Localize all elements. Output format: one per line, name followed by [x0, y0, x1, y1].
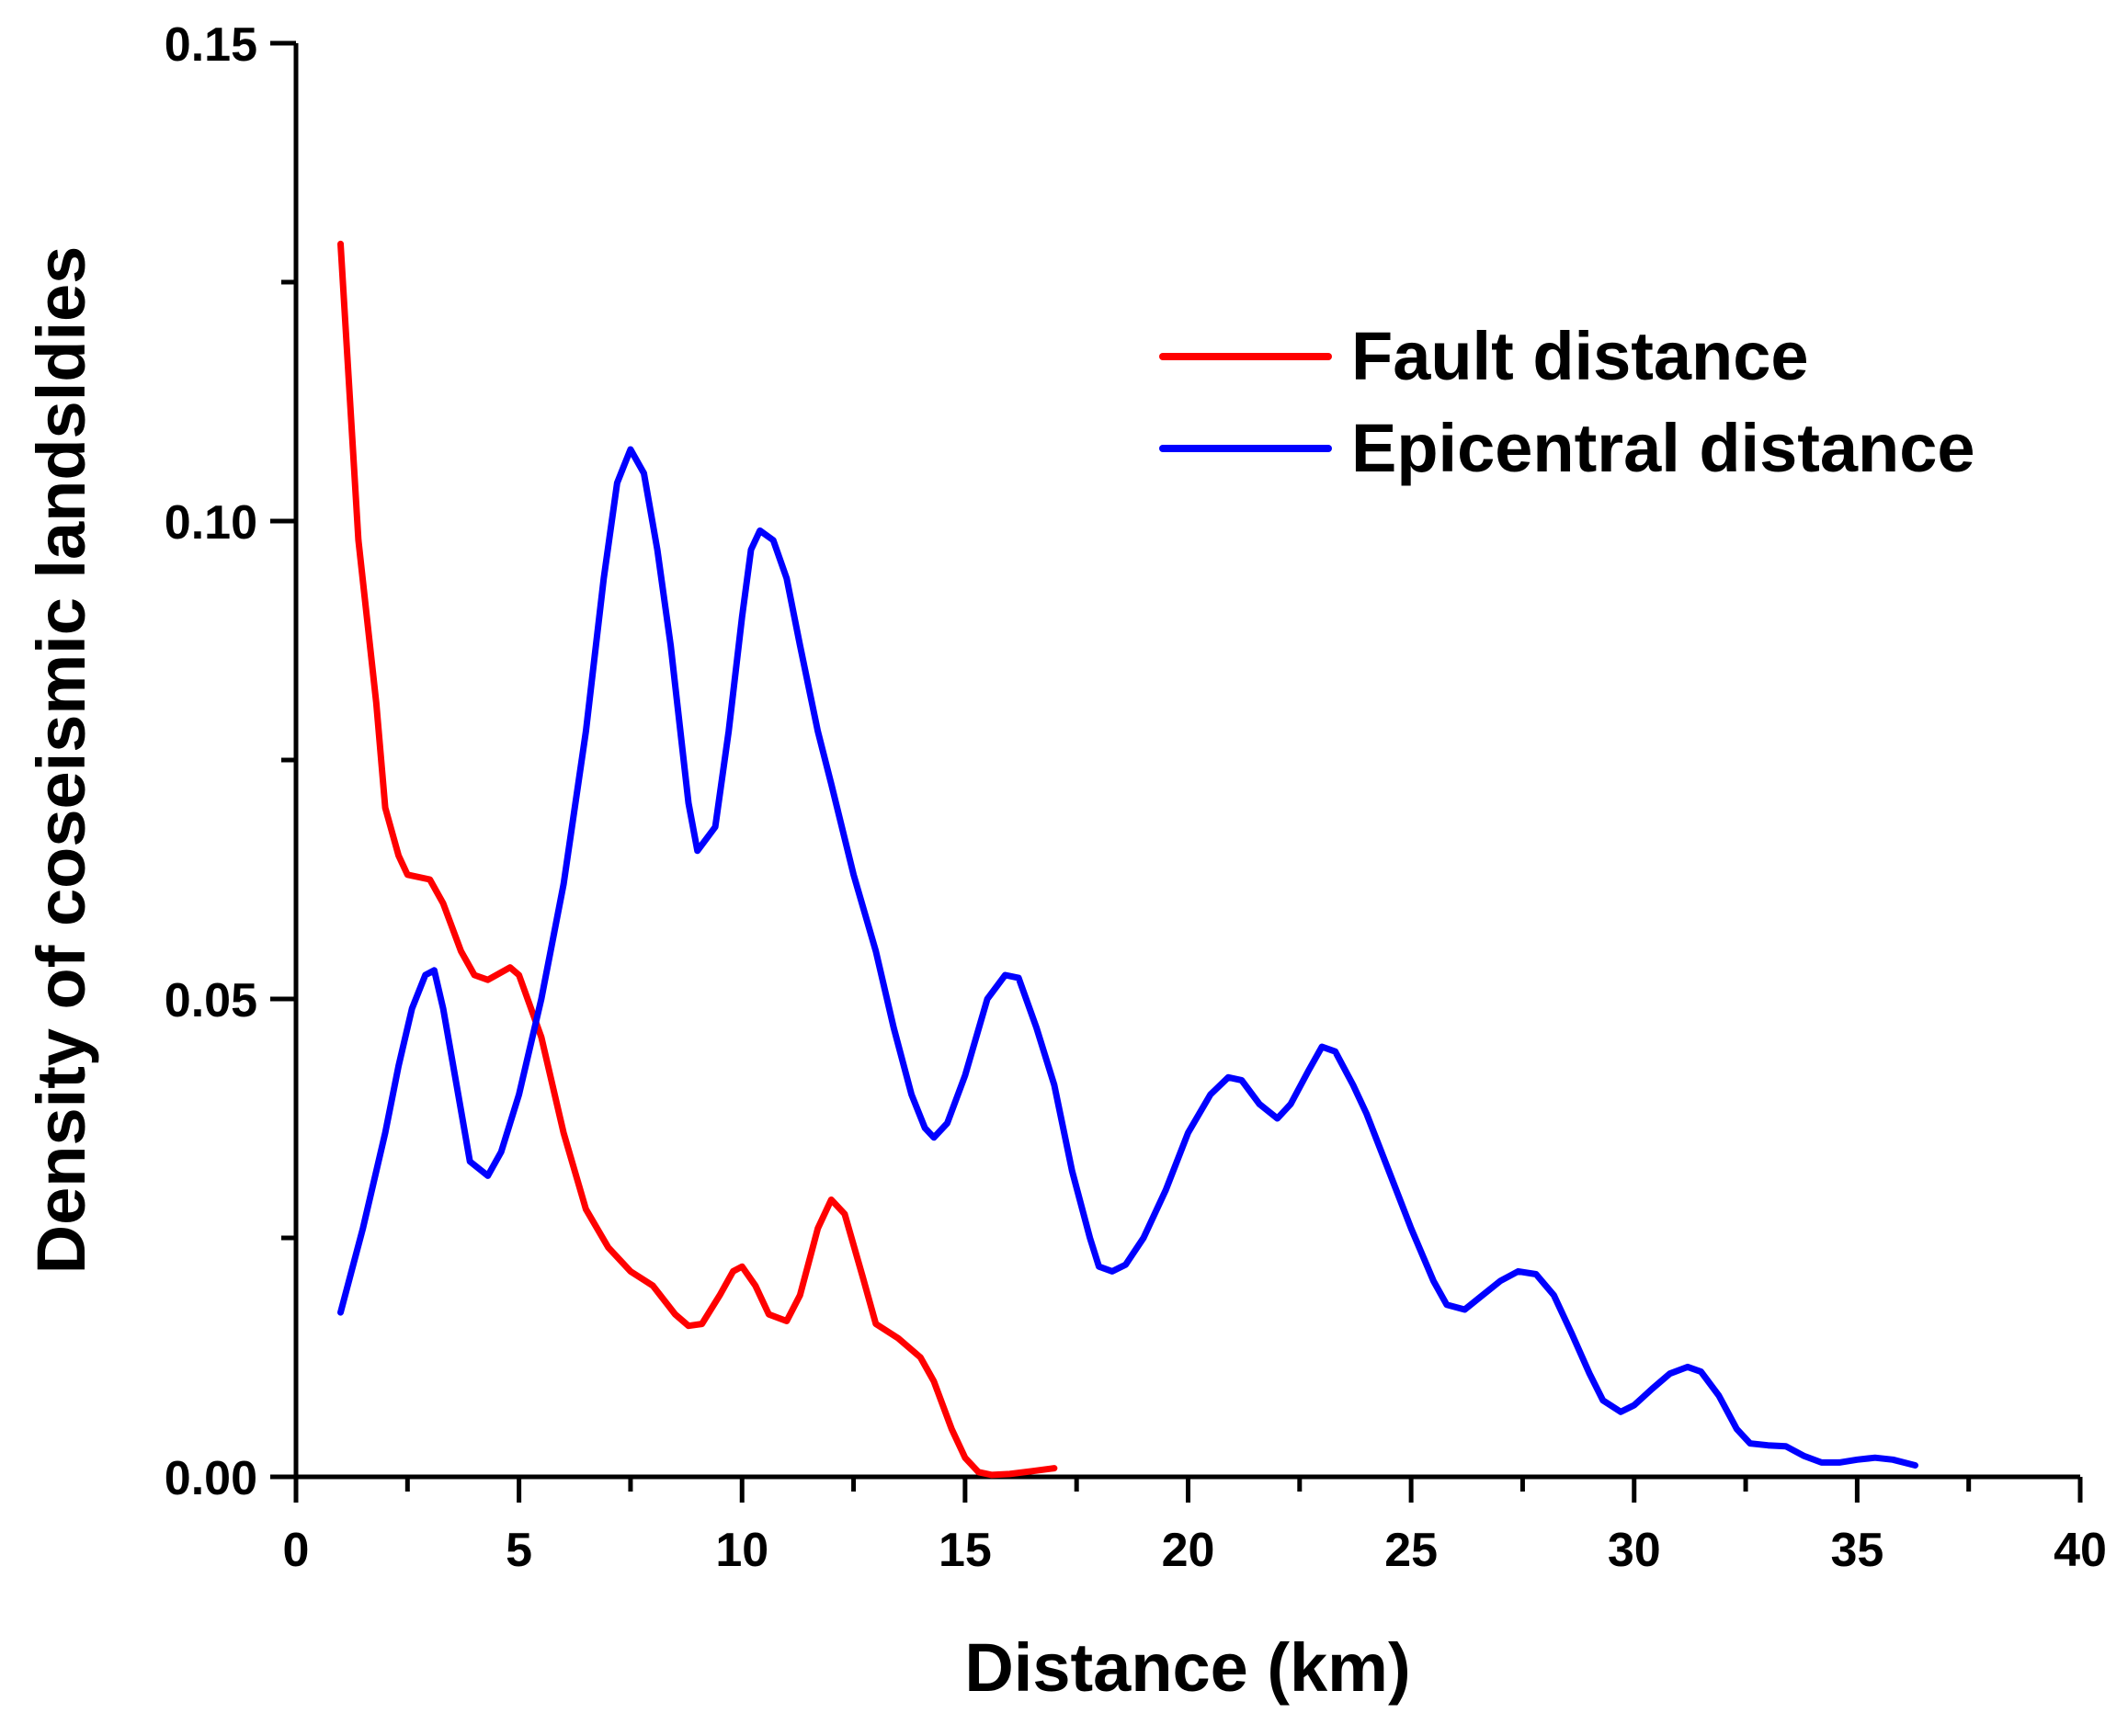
legend-label-epicentral-distance: Epicentral distance — [1351, 410, 1975, 486]
x-tick-label: 25 — [1384, 1524, 1438, 1577]
y-tick-label: 0.05 — [165, 974, 257, 1027]
y-axis-ticks: 0.00 0.05 0.10 0.15 — [165, 18, 296, 1505]
y-tick-label: 0.10 — [165, 496, 257, 550]
x-tick-label: 35 — [1830, 1524, 1883, 1577]
x-tick-label: 5 — [506, 1524, 532, 1577]
legend: Fault distance Epicentral distance — [1159, 318, 1975, 486]
x-axis-ticks: 0 5 10 15 20 25 30 35 40 — [283, 1477, 2107, 1577]
x-tick-label: 15 — [939, 1524, 992, 1577]
series-line-fault-distance — [337, 240, 1058, 1479]
x-axis-title: Distance (km) — [964, 1629, 1410, 1706]
x-tick-label: 10 — [715, 1524, 768, 1577]
axes — [293, 43, 2080, 1480]
x-tick-label: 40 — [2054, 1524, 2107, 1577]
legend-label-fault-distance: Fault distance — [1351, 318, 1809, 394]
y-axis-title: Density of coseismic landsldies — [23, 246, 99, 1275]
y-tick-label: 0.15 — [165, 18, 257, 72]
x-tick-label: 30 — [1608, 1524, 1661, 1577]
x-tick-label: 0 — [283, 1524, 310, 1577]
series-line-epicentral-distance — [337, 446, 1918, 1469]
y-tick-label: 0.00 — [165, 1452, 257, 1505]
series-layer — [337, 240, 1918, 1479]
x-tick-label: 20 — [1162, 1524, 1215, 1577]
